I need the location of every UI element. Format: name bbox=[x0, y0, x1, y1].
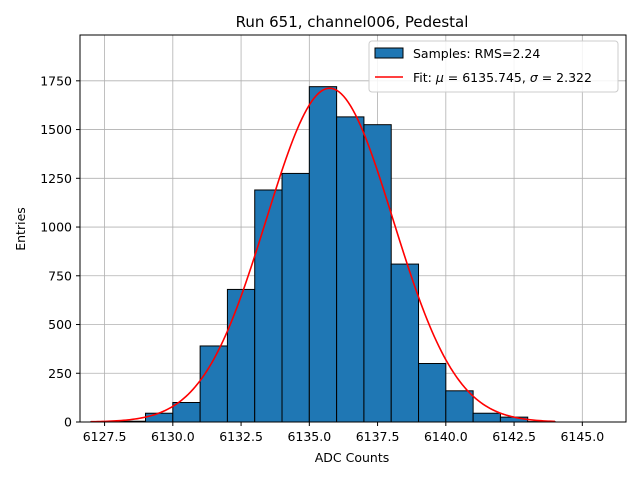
x-tick-label: 6145.0 bbox=[560, 429, 604, 444]
y-tick-label: 0 bbox=[64, 415, 72, 430]
histogram-bar bbox=[145, 412, 174, 423]
histogram-bars bbox=[90, 86, 556, 423]
histogram-bar bbox=[199, 345, 228, 423]
histogram-bar bbox=[472, 412, 501, 423]
histogram-bar bbox=[336, 116, 365, 423]
legend-fit-label: Fit: μ = 6135.745, σ = 2.322 bbox=[413, 70, 592, 85]
histogram-bar bbox=[254, 189, 283, 423]
x-axis-label: ADC Counts bbox=[315, 450, 390, 465]
histogram-bar bbox=[418, 363, 447, 423]
legend-box bbox=[368, 40, 619, 93]
x-tick-label: 6142.5 bbox=[492, 429, 536, 444]
x-tick-label: 6140.0 bbox=[424, 429, 468, 444]
histogram-bar bbox=[172, 402, 201, 423]
x-tick-label: 6135.0 bbox=[287, 429, 331, 444]
histogram-bar bbox=[281, 172, 310, 423]
y-tick-label: 750 bbox=[48, 268, 72, 283]
y-tick-label: 1250 bbox=[40, 171, 72, 186]
y-axis-ticks: 0 250 500 750 1000 1250 1500 1750 bbox=[40, 73, 80, 430]
y-tick-label: 500 bbox=[48, 317, 72, 332]
histogram-bar bbox=[308, 86, 338, 423]
gaussian-fit-line bbox=[90, 87, 556, 423]
legend-samples-label: Samples: RMS=2.24 bbox=[413, 46, 540, 61]
y-tick-label: 1500 bbox=[40, 122, 72, 137]
x-tick-label: 6137.5 bbox=[356, 429, 400, 444]
x-tick-label: 6132.5 bbox=[219, 429, 263, 444]
x-tick-label: 6127.5 bbox=[83, 429, 127, 444]
histogram-bar bbox=[363, 124, 392, 423]
y-axis-label: Entries bbox=[13, 207, 28, 251]
chart-title: Run 651, channel006, Pedestal bbox=[236, 13, 469, 31]
histogram-bar bbox=[226, 288, 256, 423]
y-tick-label: 1750 bbox=[40, 73, 72, 88]
y-tick-label: 1000 bbox=[40, 220, 72, 235]
legend: Samples: RMS=2.24 Fit: μ = 6135.745, σ =… bbox=[368, 40, 619, 93]
legend-samples-patch bbox=[374, 47, 404, 59]
plot-frame bbox=[79, 34, 627, 423]
histogram-bar bbox=[390, 263, 420, 423]
x-axis-ticks: 6127.5 6130.0 6132.5 6135.0 6137.5 6140.0 6142… bbox=[83, 422, 604, 444]
y-tick-label: 250 bbox=[48, 366, 72, 381]
histogram-bar bbox=[445, 390, 474, 423]
x-tick-label: 6130.0 bbox=[151, 429, 195, 444]
